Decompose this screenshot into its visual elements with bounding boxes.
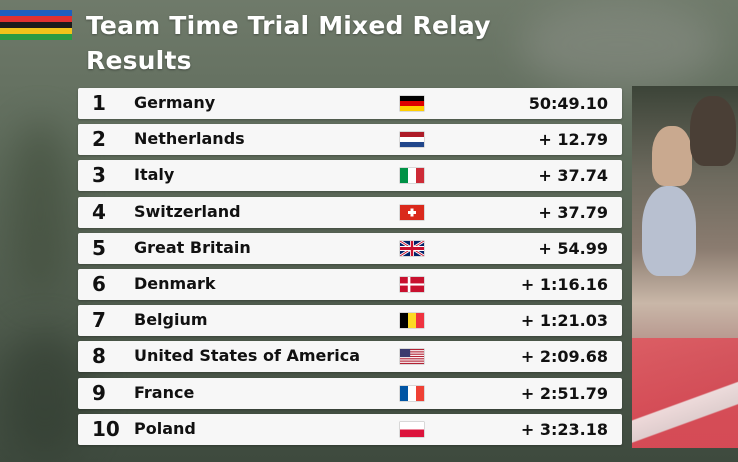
country-name: Switzerland [134,201,241,221]
result-row: 2 Netherlands + 12.79 [78,124,622,156]
result-row: 6 Denmark + 1:16.16 [78,268,622,300]
rainbow-stripes-logo [0,10,72,44]
crowd-photo [632,86,738,448]
italy-flag-icon [400,168,424,184]
result-row: 5 Great Britain + 54.99 [78,232,622,264]
netherlands-flag-icon [400,132,424,148]
time: + 2:09.68 [520,347,608,367]
title-line-2: Results [86,46,192,75]
result-row: 7 Belgium + 1:21.03 [78,305,622,337]
logo-stripe [0,16,72,22]
result-row: 4 Switzerland + 37.79 [78,196,622,228]
rank: 8 [92,344,106,369]
rank: 4 [92,199,106,224]
title-line-1: Team Time Trial Mixed Relay [86,11,491,40]
switzerland-flag-icon [400,204,424,220]
time: + 1:21.03 [520,311,608,331]
country-name: United States of America [134,346,361,366]
rank: 5 [92,235,106,260]
logo-stripe [0,28,72,34]
rank: 3 [92,163,106,188]
logo-stripe [0,34,72,40]
time: + 3:23.18 [520,419,608,439]
result-row: 10 Poland + 3:23.18 [78,413,622,445]
france-flag-icon [400,385,424,401]
usa-flag-icon [400,349,424,365]
results-table: 1 Germany 50:49.10 2 Netherlands + 12.79… [78,88,622,450]
time: + 12.79 [538,130,608,150]
rank: 7 [92,308,106,333]
rank: 9 [92,380,106,405]
germany-flag-icon [400,96,424,111]
country-name: Belgium [134,310,208,330]
result-row: 9 France + 2:51.79 [78,377,622,409]
country-name: Poland [134,418,196,438]
results-title: Team Time Trial Mixed Relay Results [86,8,491,78]
result-row: 8 United States of America + 2:09.68 [78,341,622,373]
logo-stripe [0,10,72,16]
country-name: Great Britain [134,237,251,257]
result-row: 3 Italy + 37.74 [78,160,622,192]
country-name: Netherlands [134,129,245,149]
rank: 6 [92,271,106,296]
belgium-flag-icon [400,313,424,329]
denmark-flag-icon [400,276,424,292]
rank: 2 [92,127,106,152]
country-name: Denmark [134,273,216,293]
time: + 1:16.16 [520,274,608,294]
time: + 37.79 [538,202,608,222]
time: + 2:51.79 [520,383,608,403]
time: + 54.99 [538,238,608,258]
rank: 1 [92,91,106,115]
time: + 37.74 [538,166,608,186]
result-row: 1 Germany 50:49.10 [78,88,622,119]
country-name: Italy [134,165,175,185]
poland-flag-icon [400,421,424,437]
great-britain-flag-icon [400,240,424,256]
time: 50:49.10 [528,94,608,113]
country-name: Germany [134,93,216,112]
rank: 10 [92,416,120,441]
country-name: France [134,382,195,402]
logo-stripe [0,22,72,28]
